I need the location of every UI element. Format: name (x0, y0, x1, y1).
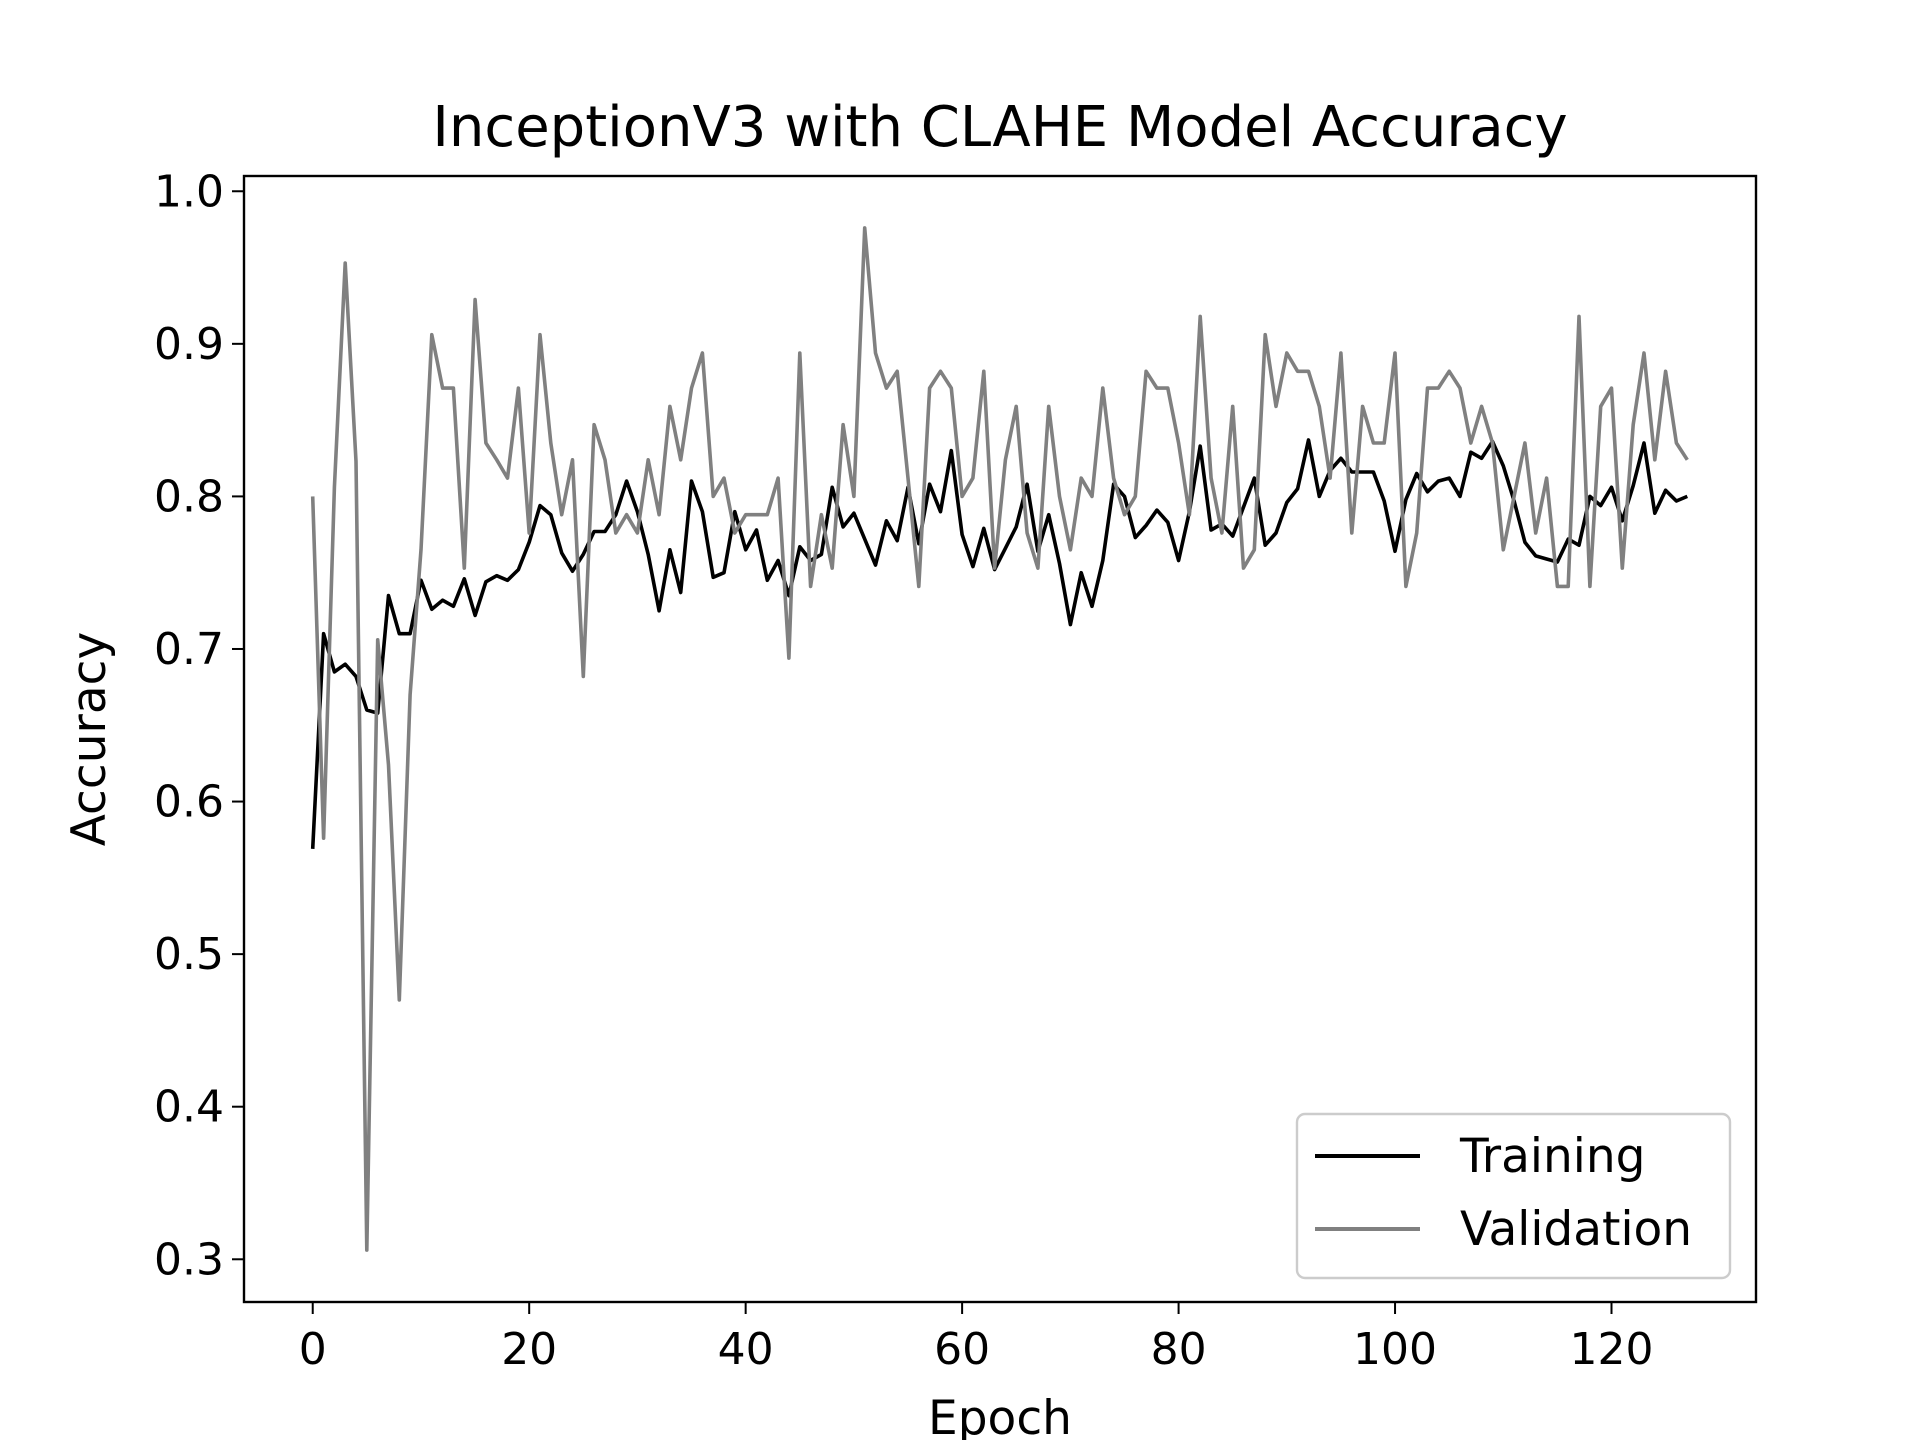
y-tick-label: 0.8 (154, 471, 224, 522)
x-tick-label: 80 (1151, 1324, 1207, 1375)
y-tick-label: 0.3 (154, 1234, 224, 1285)
x-tick-label: 40 (718, 1324, 774, 1375)
y-tick-label: 0.5 (154, 929, 224, 980)
axes-frame (242, 174, 1758, 1304)
legend-label-validation: Validation (1460, 1202, 1692, 1257)
legend: Training Validation (1295, 1112, 1732, 1280)
series-line-validation (310, 226, 1689, 1252)
x-axis-label: Epoch (928, 1391, 1072, 1440)
x-tick-label: 60 (934, 1324, 990, 1375)
series-line-training (310, 438, 1688, 849)
x-tick-label: 100 (1353, 1324, 1437, 1375)
x-tick-label: 120 (1570, 1324, 1654, 1375)
y-axis-label: Accuracy (62, 632, 117, 847)
y-tick-label: 0.9 (154, 319, 224, 370)
x-tick-label: 0 (299, 1324, 327, 1375)
legend-label-training: Training (1459, 1129, 1645, 1184)
x-axis: 0 20 40 60 80 100 120 (299, 1302, 1654, 1375)
x-tick-label: 20 (501, 1324, 557, 1375)
y-tick-label: 1.0 (154, 166, 224, 217)
plot-area (310, 226, 1689, 1252)
y-axis: 0.3 0.4 0.5 0.6 0.7 0.8 0.9 1.0 (154, 166, 244, 1285)
y-tick-label: 0.4 (154, 1082, 224, 1133)
chart-title: InceptionV3 with CLAHE Model Accuracy (432, 95, 1567, 160)
y-tick-label: 0.6 (154, 777, 224, 828)
y-tick-label: 0.7 (154, 624, 224, 675)
